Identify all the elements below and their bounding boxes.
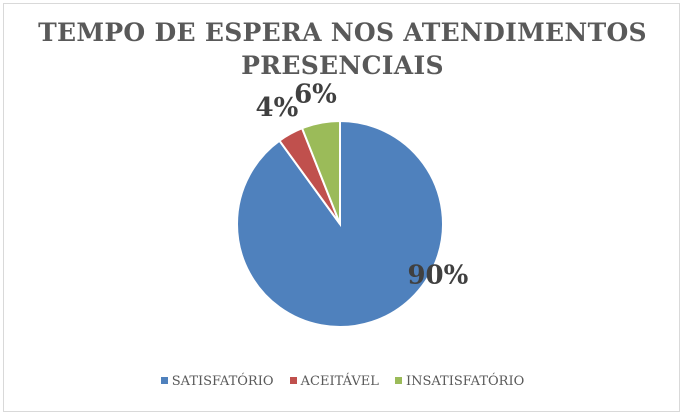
pie-slices [236,119,444,328]
legend-label-aceitavel: ACEITÁVEL [300,374,379,389]
data-label-insatisfatorio: 6% [294,79,337,109]
chart-title: TEMPO DE ESPERA NOS ATENDIMENTOS PRESENC… [38,18,647,80]
pie-data-labels: 90% 4%6% [256,79,469,290]
legend-item-aceitavel: ACEITÁVEL [289,374,379,389]
legend-label-satisfatorio: SATISFATÓRIO [171,374,274,389]
legend-item-insatisfatorio: INSATISFATÓRIO [394,374,525,389]
data-label-satisfatorio: 90% [407,261,468,291]
data-label-aceitavel: 4% [256,93,299,123]
pie-slice-insatisfatorio [300,119,341,225]
legend-item-satisfatorio: SATISFATÓRIO [160,374,274,389]
legend-swatch-satisfatorio [160,377,168,384]
legend-swatch-aceitavel [289,377,297,384]
legend-swatch-insatisfatorio [394,377,402,384]
legend-label-insatisfatorio: INSATISFATÓRIO [405,374,525,389]
legend: SATISFATÓRIO ACEITÁVEL INSATISFATÓRIO [0,374,685,389]
